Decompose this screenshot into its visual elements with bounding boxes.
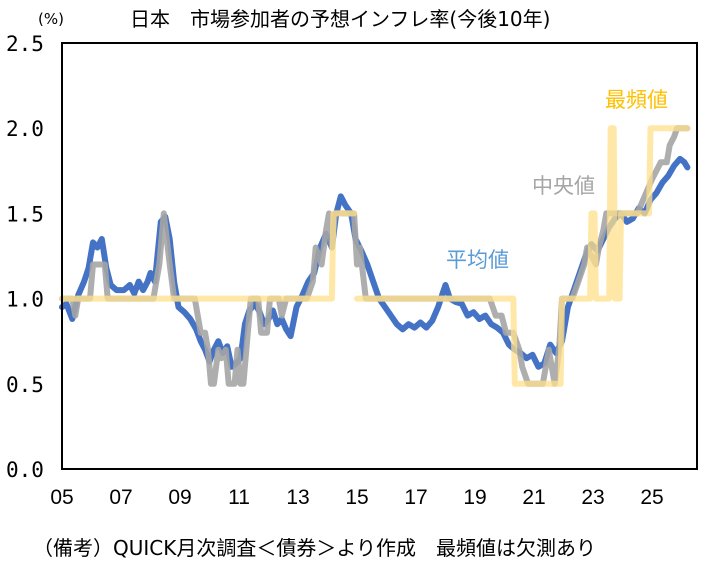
- chart-title: 日本 市場参加者の予想インフレ率(今後10年): [130, 7, 550, 31]
- x-tick-label: 15: [345, 486, 368, 509]
- x-tick-label: 17: [404, 486, 427, 509]
- y-tick-label: 2.0: [6, 117, 44, 141]
- x-tick-label: 07: [109, 486, 132, 509]
- y-tick-label: 0.0: [6, 458, 44, 482]
- y-tick-label: 1.5: [6, 202, 44, 226]
- plot-frame: [61, 42, 698, 470]
- footnote: （備考）QUICK月次調査＜債券＞より作成 最頻値は欠測あり: [33, 536, 596, 560]
- x-tick-labels: 05 07 09 11 13 15 17 19 21 23 25: [50, 486, 663, 509]
- y-tick-label: 1.0: [6, 288, 44, 312]
- y-axis-unit: (%): [38, 10, 64, 28]
- y-tick-label: 2.5: [6, 32, 44, 56]
- series-lines: [59, 125, 691, 387]
- legend-median-label: 中央値: [532, 174, 595, 198]
- chart: (%) 日本 市場参加者の予想インフレ率(今後10年) 0.0 0.5 1.0 1.5…: [6, 7, 698, 509]
- legend-mean-label: 平均値: [446, 248, 509, 272]
- y-tick-labels: 0.0 0.5 1.0 1.5 2.0 2.5: [6, 32, 44, 482]
- x-tick-label: 23: [581, 486, 604, 509]
- x-tick-label: 13: [286, 486, 309, 509]
- y-tick-label: 0.5: [6, 373, 44, 397]
- x-tick-label: 09: [168, 486, 191, 509]
- x-tick-label: 11: [228, 486, 250, 509]
- series-median-line: [59, 125, 691, 387]
- x-tick-label: 21: [522, 486, 545, 509]
- series-mode-line: [59, 125, 691, 387]
- x-tick-label: 05: [50, 486, 73, 509]
- x-tick-label: 19: [463, 486, 486, 509]
- x-tick-label: 25: [640, 486, 663, 509]
- legend-mode-label: 最頻値: [605, 88, 668, 112]
